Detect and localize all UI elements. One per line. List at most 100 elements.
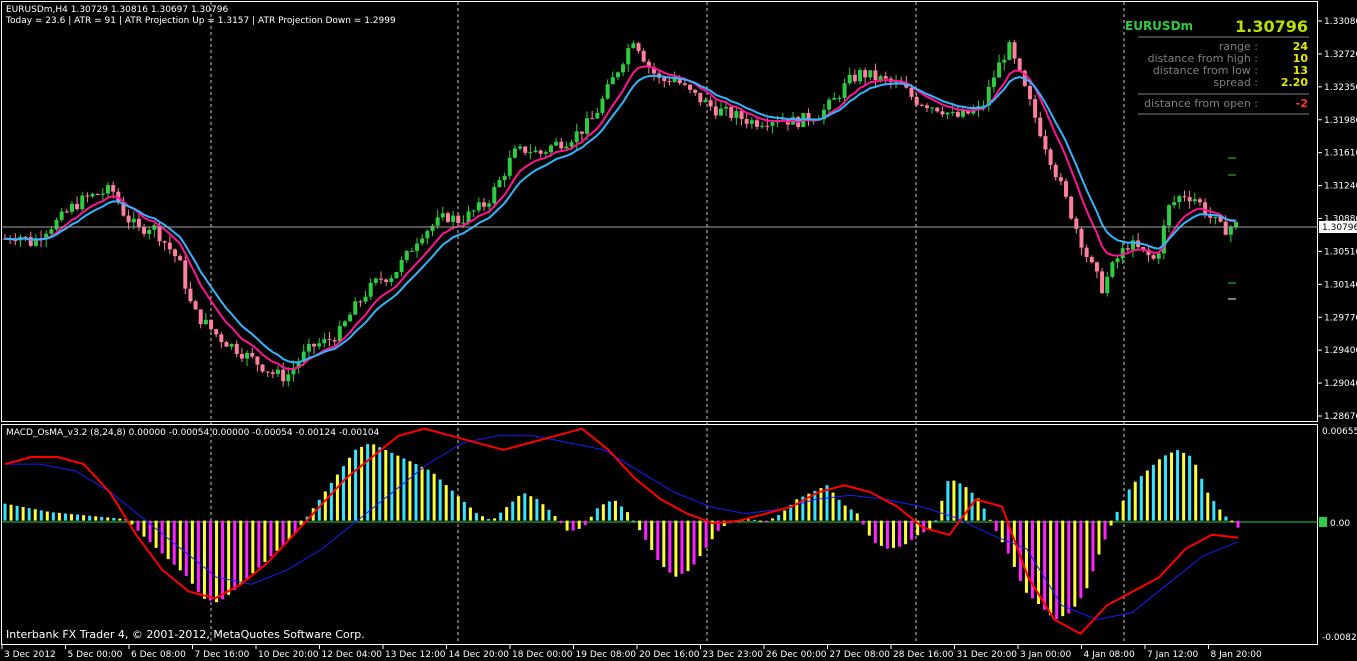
macd-bar xyxy=(843,505,847,521)
candle-body xyxy=(760,125,765,127)
macd-bar xyxy=(1091,520,1095,572)
macd-bar xyxy=(1151,464,1155,521)
candle-body xyxy=(806,112,811,121)
macd-bar xyxy=(783,510,787,521)
macd-bar xyxy=(589,516,593,521)
candle-body xyxy=(234,344,239,354)
macd-bar xyxy=(287,520,291,540)
candle-body xyxy=(1177,196,1182,203)
info-row-label: spread : xyxy=(1213,76,1258,89)
macd-bar xyxy=(819,488,823,521)
macd-bar xyxy=(154,520,158,548)
candle-body xyxy=(1234,222,1238,228)
macd-bar xyxy=(964,487,968,521)
macd-bar xyxy=(94,516,98,521)
macd-bar xyxy=(420,466,424,521)
candle-body xyxy=(420,238,425,244)
macd-bar xyxy=(57,512,61,521)
macd-bar xyxy=(885,520,889,549)
macd-bar xyxy=(982,508,986,521)
macd-bar xyxy=(450,490,454,521)
candle-body xyxy=(579,131,584,134)
candle-body xyxy=(749,120,754,124)
macd-bar xyxy=(722,520,726,526)
macd-bar xyxy=(559,520,563,524)
time-axis-label: 3 Dec 2012 xyxy=(4,650,56,660)
macd-bar xyxy=(1043,520,1047,610)
candle-body xyxy=(1197,199,1202,203)
price-axis-label: 1.31610 xyxy=(1324,149,1357,159)
candle-body xyxy=(672,78,677,83)
macd-bar xyxy=(759,520,763,522)
macd-bar xyxy=(547,509,551,521)
candle-body xyxy=(260,364,265,372)
candle-body xyxy=(610,77,615,85)
macd-bar xyxy=(402,458,406,521)
candle-body xyxy=(487,203,492,207)
candle-body xyxy=(1156,253,1161,259)
macd-bar xyxy=(595,508,599,521)
candle-body xyxy=(275,369,280,374)
candle-body xyxy=(569,142,574,147)
macd-bar xyxy=(275,520,279,551)
candle-body xyxy=(451,215,456,222)
candle-body xyxy=(28,237,33,246)
current-price-tag-text: 1.30796 xyxy=(1322,223,1357,233)
candle-body xyxy=(682,83,687,85)
candle-body xyxy=(543,152,548,154)
macd-bar xyxy=(293,520,297,534)
candle-body xyxy=(415,243,420,251)
candle-body xyxy=(142,226,147,234)
time-axis-label: 23 Dec 23:00 xyxy=(703,650,764,660)
candle-body xyxy=(1161,225,1166,254)
candle-body xyxy=(842,83,847,99)
candle-body xyxy=(1172,202,1177,206)
macd-bar xyxy=(1230,520,1234,523)
macd-bar xyxy=(710,520,714,540)
macd-bar xyxy=(196,520,200,593)
candle-body xyxy=(13,240,18,242)
macd-bar xyxy=(934,520,938,522)
macd-bar xyxy=(112,518,116,521)
macd-bar xyxy=(601,504,605,521)
candle-body xyxy=(512,148,517,158)
price-axis-label: 1.29040 xyxy=(1324,379,1357,389)
candle-body xyxy=(971,109,976,114)
price-axis-label: 1.29400 xyxy=(1324,346,1357,356)
macd-bar xyxy=(535,498,539,521)
candle-body xyxy=(337,326,342,342)
candle-body xyxy=(100,193,105,195)
price-axis-label: 1.32720 xyxy=(1324,50,1357,60)
candle-body xyxy=(1074,218,1079,229)
macd-bar xyxy=(873,520,877,544)
candle-body xyxy=(502,175,507,181)
macd-bar xyxy=(976,498,980,521)
macd-bar xyxy=(202,520,206,599)
candle-body xyxy=(178,256,183,261)
candle-body xyxy=(384,279,389,282)
candle-body xyxy=(626,48,631,65)
macd-bar xyxy=(142,520,146,537)
candle-body xyxy=(157,225,162,242)
info-symbol: EURUSDm xyxy=(1125,19,1193,33)
candle-body xyxy=(1094,262,1099,272)
macd-bar xyxy=(716,520,720,531)
candle-body xyxy=(1053,164,1058,178)
macd-bar xyxy=(511,501,515,521)
candle-body xyxy=(852,74,857,82)
macd-bar xyxy=(257,520,261,568)
candle-body xyxy=(435,217,440,226)
candle-body xyxy=(698,92,703,103)
candle-body xyxy=(708,100,713,107)
candle-body xyxy=(482,202,487,207)
macd-bar xyxy=(922,520,926,533)
candle-body xyxy=(306,343,311,352)
candle-body xyxy=(33,238,38,246)
macd-bar xyxy=(190,520,194,584)
macd-bar xyxy=(626,512,630,521)
candle-body xyxy=(1033,99,1038,118)
candle-body xyxy=(172,249,177,257)
macd-bar xyxy=(1133,481,1137,521)
candle-body xyxy=(229,344,234,347)
